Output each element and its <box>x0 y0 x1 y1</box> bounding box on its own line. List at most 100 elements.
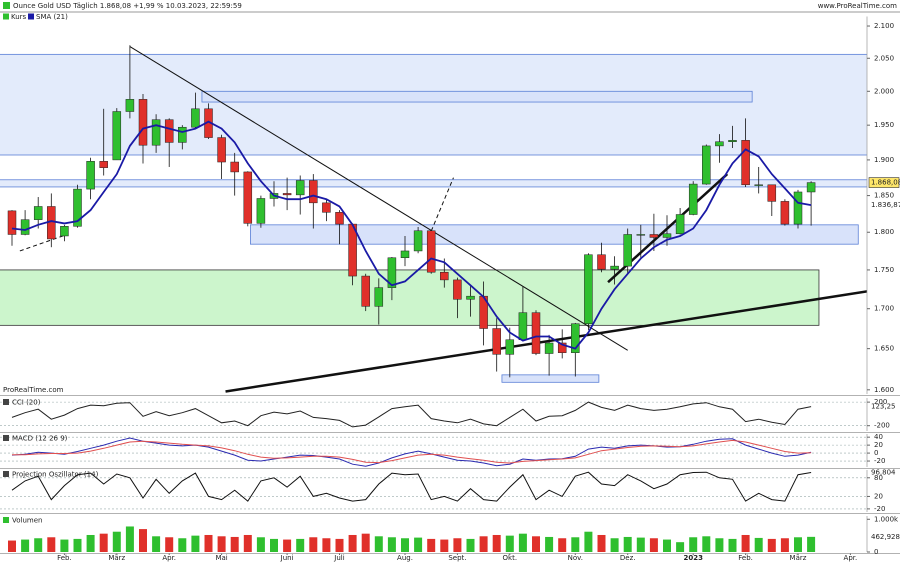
volume-bar <box>361 533 370 552</box>
x-tick-label: Sept. <box>448 554 466 562</box>
volume-bar <box>191 535 200 552</box>
volume-bar <box>623 536 632 552</box>
trendline <box>129 46 628 351</box>
candle-body <box>138 99 148 146</box>
candle-body <box>60 226 69 237</box>
site-link[interactable]: www.ProRealTime.com <box>818 2 897 10</box>
candle-body <box>374 287 384 307</box>
volume-bar <box>387 537 396 552</box>
x-tick-label: Juni <box>280 554 294 562</box>
zone <box>0 179 867 188</box>
x-tick-label: März <box>790 554 807 562</box>
volume-bar <box>73 538 82 552</box>
x-tick-label: Mai <box>215 554 227 562</box>
y-tick-label: 2.050 <box>874 54 894 62</box>
watermark: ProRealTime.com <box>3 386 64 394</box>
value-label: 123,25 <box>871 403 896 411</box>
volume-bar <box>663 539 671 552</box>
volume-bar <box>505 535 514 552</box>
zone <box>250 224 859 245</box>
logo <box>3 2 10 9</box>
y-tick-label: 1.700 <box>874 305 894 313</box>
trendline <box>428 177 454 238</box>
panel-title: MACD (12 26 9) <box>12 435 68 443</box>
x-tick-label: Nov. <box>568 554 583 562</box>
volume-bar <box>466 538 475 552</box>
y-tick-label: 0 <box>874 548 878 556</box>
legend-swatch <box>3 13 9 20</box>
volume-bar <box>217 536 226 552</box>
candle-body <box>531 312 541 354</box>
candle-body <box>571 323 580 353</box>
x-tick-label: Aug. <box>397 554 413 562</box>
volume-bar <box>545 536 554 552</box>
x-tick-label: 2023 <box>683 554 703 562</box>
volume-bar <box>571 537 580 552</box>
volume-bar <box>767 538 776 552</box>
candle-body <box>322 202 331 213</box>
candle-body <box>33 206 43 220</box>
panel-title: Projection Oszillator (14) <box>12 471 99 479</box>
volume-bar <box>532 536 540 552</box>
volume-bar <box>584 531 593 552</box>
candle-body <box>688 183 698 215</box>
x-tick-label: Juli <box>333 554 344 562</box>
volume-bar <box>112 531 121 552</box>
candle-body <box>702 145 711 185</box>
candle-body <box>466 295 475 300</box>
candle-body <box>453 279 462 300</box>
volume-bar <box>649 538 658 552</box>
candle-body <box>282 193 292 196</box>
candle-body <box>99 161 108 168</box>
volume-bar <box>702 536 711 552</box>
x-tick-label: Okt. <box>503 554 518 562</box>
volume-bar <box>518 533 527 552</box>
volume-bar <box>374 536 383 552</box>
panel-title: CCI (20) <box>12 399 41 407</box>
y-tick-label: 1.650 <box>874 345 894 353</box>
candle-body <box>243 171 253 224</box>
candle-body <box>623 234 632 267</box>
y-tick-label: 2.100 <box>874 22 894 30</box>
candle-body <box>728 140 737 142</box>
candle-body <box>217 137 226 163</box>
legend-label: SMA (21) <box>36 13 68 21</box>
candle-body <box>112 111 122 161</box>
candle-body <box>767 184 777 202</box>
candle-body <box>505 339 515 355</box>
indicator-line <box>11 471 812 502</box>
candle-body <box>584 254 593 324</box>
volume-bar <box>243 534 252 552</box>
candle-body <box>557 342 567 353</box>
y-tick-label: 20 <box>874 441 883 449</box>
zone <box>201 90 753 103</box>
trendline <box>19 234 68 252</box>
volume-bar <box>296 538 305 552</box>
panel-title: Volumen <box>12 517 42 525</box>
volume-bar <box>636 537 645 552</box>
value-label: 1.836,87 <box>871 201 900 209</box>
candle-body <box>256 198 266 224</box>
candle-body <box>715 141 724 147</box>
candle-body <box>387 257 397 288</box>
volume-bar <box>492 534 501 552</box>
x-tick-label: Apr. <box>162 554 176 562</box>
candle-body <box>230 161 239 173</box>
y-tick-label: -20 <box>874 505 885 513</box>
candle-body <box>73 188 82 227</box>
overlay: 1.600 1.650 1.700 1.750 1.800 1.850 1.900 1.950… <box>0 13 900 562</box>
volume-bar <box>256 537 265 552</box>
y-tick-label: 1.750 <box>874 266 894 274</box>
volume-bar <box>715 538 724 552</box>
y-tick-label: 0 <box>874 449 878 457</box>
volume-bar <box>125 526 134 552</box>
panel-icon <box>3 517 9 523</box>
legend-swatch <box>28 13 34 20</box>
y-tick-label: -20 <box>874 457 885 465</box>
volume-bar <box>34 538 43 552</box>
volume-bar <box>597 534 606 552</box>
x-tick-label: Feb. <box>738 554 753 562</box>
candle-body <box>178 126 187 143</box>
candle-body <box>492 328 501 355</box>
volume-bar <box>479 536 488 552</box>
